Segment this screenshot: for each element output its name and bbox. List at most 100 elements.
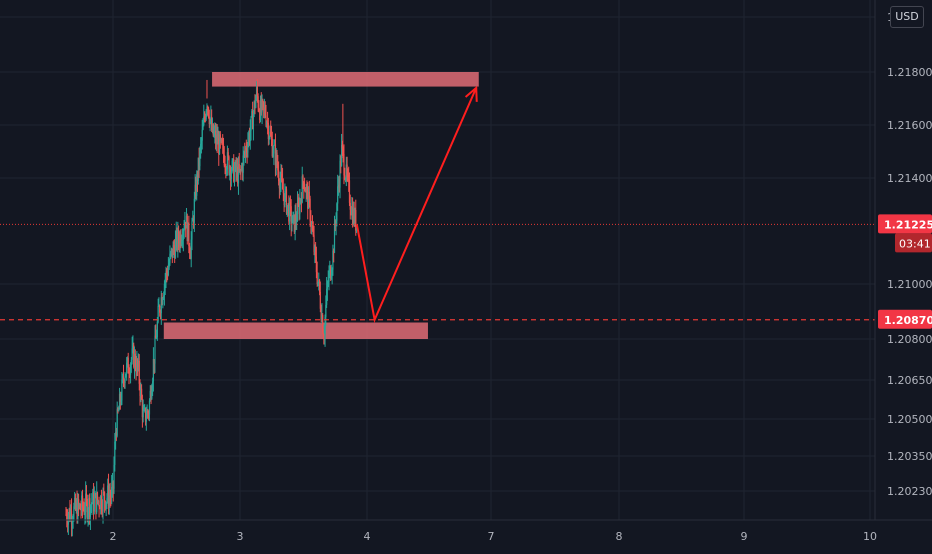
candle-body bbox=[340, 160, 342, 166]
candle-body bbox=[125, 373, 127, 378]
candle-body bbox=[134, 353, 136, 368]
candle-body bbox=[296, 220, 298, 222]
candle-body bbox=[152, 359, 155, 382]
candle-body bbox=[196, 174, 199, 181]
candle-body bbox=[273, 145, 275, 154]
candle-body bbox=[114, 441, 116, 465]
candle-body bbox=[159, 312, 162, 314]
candle-body bbox=[88, 498, 90, 513]
candle-body bbox=[285, 189, 287, 192]
y-tick-label: 1.21800 bbox=[887, 66, 932, 79]
candle-body bbox=[136, 359, 138, 373]
candle-body bbox=[211, 123, 214, 131]
candle-body bbox=[344, 178, 347, 180]
candle-body bbox=[238, 164, 240, 171]
candle-body bbox=[288, 203, 290, 222]
candle-body bbox=[231, 160, 233, 172]
candle-body bbox=[109, 495, 111, 497]
candle-body bbox=[203, 116, 205, 126]
candle-body bbox=[317, 281, 319, 284]
candle-body bbox=[275, 152, 277, 166]
candle-body bbox=[306, 187, 308, 189]
candle-body bbox=[90, 504, 92, 506]
candle-body bbox=[208, 116, 210, 125]
currency-button[interactable]: USD bbox=[890, 6, 924, 28]
level-lines bbox=[0, 223, 875, 321]
candle-body bbox=[157, 306, 159, 322]
candle-body bbox=[232, 159, 234, 161]
candle-body bbox=[303, 188, 306, 190]
candle-body bbox=[335, 220, 337, 225]
candle-body bbox=[318, 279, 321, 292]
candle-body bbox=[237, 164, 240, 184]
candle-body bbox=[295, 213, 297, 222]
arrow-head bbox=[464, 85, 478, 102]
candle-body bbox=[251, 111, 253, 117]
marked-level-badge bbox=[878, 309, 932, 329]
candle-body bbox=[246, 151, 248, 153]
candle-body bbox=[113, 464, 115, 489]
candle-body bbox=[165, 271, 167, 280]
candle-body bbox=[293, 214, 295, 232]
candle-body bbox=[207, 106, 209, 108]
candle-body bbox=[129, 373, 131, 375]
candle-body bbox=[120, 400, 122, 403]
candle-body bbox=[247, 142, 249, 153]
candle-body bbox=[236, 166, 238, 173]
candle-body bbox=[226, 169, 228, 171]
candle-body bbox=[73, 506, 75, 520]
candle-body bbox=[235, 162, 237, 173]
candle-body bbox=[346, 164, 348, 175]
candle-body bbox=[224, 165, 226, 167]
candle-body bbox=[307, 187, 309, 209]
candle-body bbox=[189, 245, 191, 254]
candle-body bbox=[307, 191, 310, 209]
candle-body bbox=[225, 166, 227, 171]
candle-body bbox=[107, 485, 109, 499]
marked-level-label: 1.20870 bbox=[884, 314, 932, 327]
candle-body bbox=[220, 139, 222, 141]
candle-body bbox=[262, 100, 264, 102]
candle-body bbox=[343, 153, 345, 176]
candle-body bbox=[174, 248, 176, 258]
candle-body bbox=[168, 263, 170, 268]
candles bbox=[65, 79, 358, 537]
candle-body bbox=[145, 418, 147, 422]
y-tick-label: 1.20230 bbox=[887, 485, 932, 498]
candle-body bbox=[141, 399, 143, 418]
candle-body bbox=[104, 501, 106, 509]
candle-body bbox=[107, 485, 110, 506]
candle-body bbox=[74, 497, 77, 509]
projection-arrow bbox=[355, 85, 478, 324]
candle-body bbox=[105, 502, 107, 509]
candle-body bbox=[215, 134, 218, 143]
candle-body bbox=[91, 503, 93, 505]
candle-body bbox=[186, 215, 188, 242]
candle-body bbox=[89, 498, 91, 518]
x-tick-label: 3 bbox=[237, 530, 244, 543]
candle-body bbox=[78, 504, 80, 507]
candle-body bbox=[180, 234, 182, 244]
candle-body bbox=[192, 219, 194, 222]
candle-body bbox=[234, 162, 236, 170]
candle-body bbox=[264, 107, 266, 116]
candle-body bbox=[126, 357, 129, 363]
candle-body bbox=[298, 204, 300, 215]
candle-body bbox=[230, 171, 232, 179]
candle-body bbox=[250, 116, 252, 131]
candle-body bbox=[172, 245, 174, 258]
candle-body bbox=[154, 335, 156, 364]
candle-body bbox=[103, 491, 105, 493]
candle-body bbox=[122, 375, 124, 380]
candle-body bbox=[348, 175, 350, 181]
candle-body bbox=[122, 375, 125, 381]
candle-body bbox=[174, 239, 177, 258]
candle-body bbox=[178, 240, 180, 246]
candle-body bbox=[69, 508, 71, 520]
candle-body bbox=[334, 223, 336, 225]
candle-body bbox=[278, 170, 280, 182]
candle-body bbox=[140, 388, 142, 396]
candle-body bbox=[65, 514, 67, 516]
